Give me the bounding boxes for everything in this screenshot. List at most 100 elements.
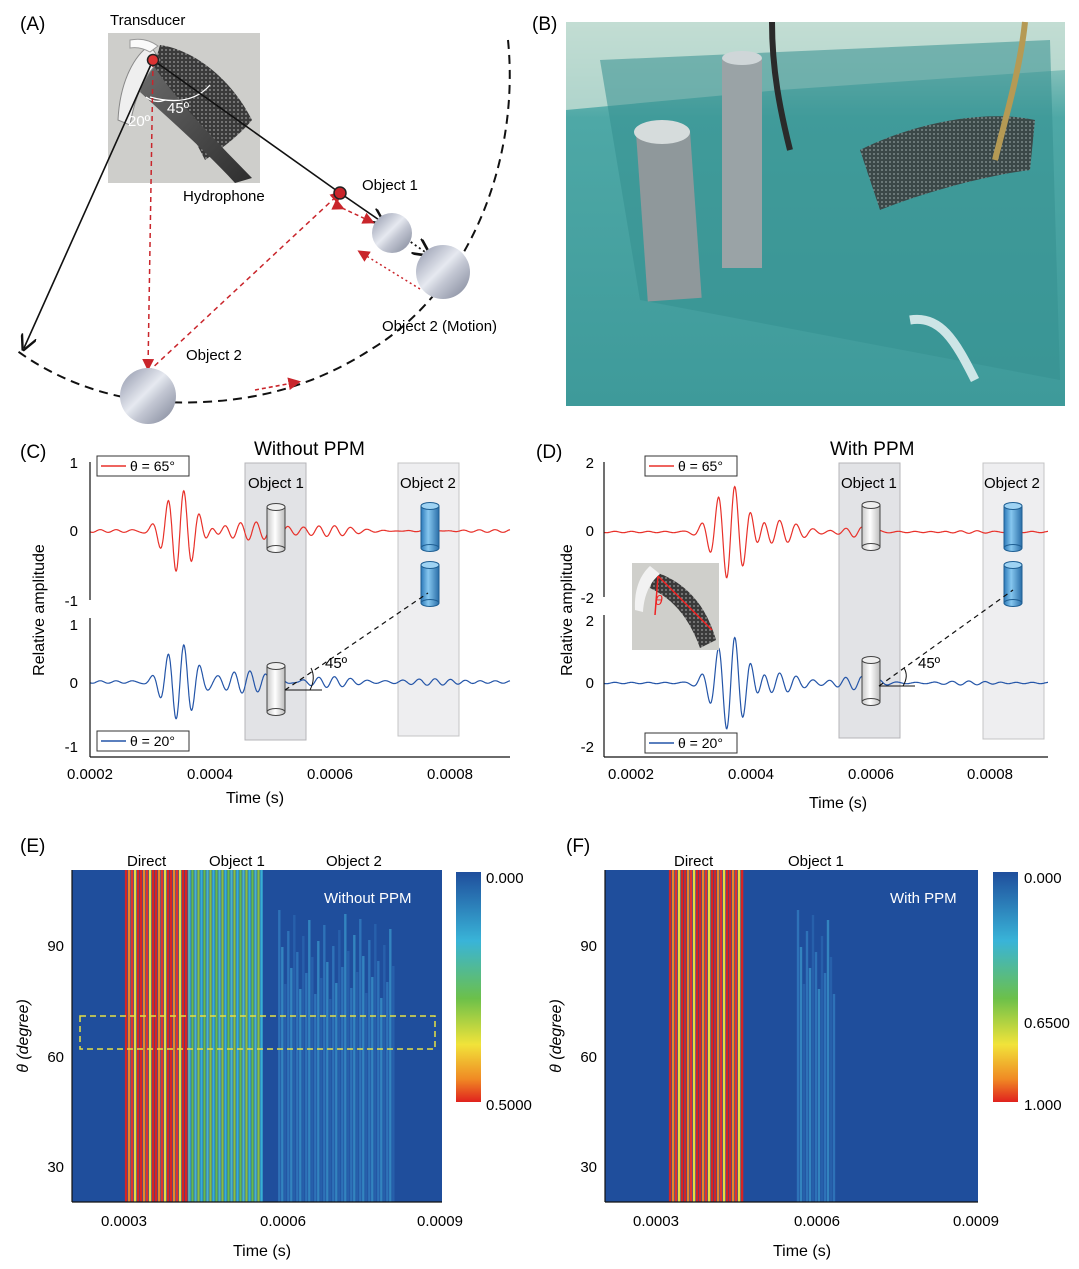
heatmap-e-band-0-stripe: [154, 870, 158, 1202]
heatmap-e-band-1-stripe: [197, 870, 200, 1202]
panel-label-e: (E): [20, 836, 45, 857]
angle-20-label: 20º: [128, 113, 151, 130]
heatmap-f-band-0-stripe: [722, 870, 726, 1202]
heatmap-f-band-1-stripe: [829, 957, 833, 1202]
xtick-d-4: 0.0008: [967, 766, 1013, 783]
heatmap-e-band-0-stripe: [124, 870, 128, 1202]
angle-label-c: 45º: [325, 655, 348, 672]
heatmap-f-band-0-stripe: [704, 870, 708, 1202]
panel-b: (B): [532, 14, 1065, 406]
heatmap-e-band-1-stripe: [242, 870, 245, 1202]
heatmap-e-band-2-stripe: [389, 929, 392, 1202]
heatmap-e-band-1-stripe: [257, 870, 260, 1202]
panel-label-a: (A): [20, 14, 45, 35]
top-label-object2-e: Object 2: [326, 853, 382, 870]
heatmap-e-band-2-stripe: [326, 962, 329, 1202]
heatmap-f-band-0-stripe: [695, 870, 699, 1202]
heatmap-e-band-0-stripe: [139, 870, 143, 1202]
ytick-e-30: 30: [47, 1159, 64, 1176]
heatmap-e-band-2-stripe: [344, 914, 347, 1202]
heatmap-f-band-1-stripe: [805, 931, 809, 1202]
waveforms-c: [89, 489, 511, 720]
heatmap-f-band-1-stripe: [802, 984, 806, 1202]
heatmap-f-band-0-stripe: [698, 870, 702, 1202]
heatmap-e-band-0-stripe: [181, 870, 185, 1202]
heatmap-f-band-0-stripe: [734, 870, 738, 1202]
panel-f: (F) Direct Object 1 With PPM 90 60 30 0.…: [548, 836, 1070, 1260]
top-label-direct-e: Direct: [127, 853, 167, 870]
xtick-c-4: 0.0008: [427, 766, 473, 783]
legend-bottom-label-d: θ = 20°: [678, 735, 723, 751]
heatmap-e-band-2-stripe: [341, 967, 344, 1202]
xtick-d-3: 0.0006: [848, 766, 894, 783]
colorbar-e: [456, 872, 481, 1102]
heatmap-e-band-2-stripe: [374, 924, 377, 1202]
xtick-c-3: 0.0006: [307, 766, 353, 783]
heatmap-f-band-0-stripe: [680, 870, 684, 1202]
ytick-e-90: 90: [47, 938, 64, 955]
heatmap-e-band-0-stripe: [166, 870, 170, 1202]
panel-label-f: (F): [566, 836, 590, 857]
heatmap-f-band-1-stripe: [811, 915, 815, 1202]
heatmap-f-band-0-stripe: [701, 870, 705, 1202]
heatmap-f-band-0-stripe: [683, 870, 687, 1202]
heatmap-e-band-2-stripe: [386, 982, 389, 1202]
plot-title-c: Without PPM: [254, 439, 365, 460]
heatmap-f-band-0-stripe: [716, 870, 720, 1202]
heatmap-e-band-2-stripe: [290, 968, 293, 1202]
heatmap-f-band-1-stripe: [814, 952, 818, 1202]
heatmap-f-band-0-stripe: [674, 870, 678, 1202]
heatmap-e-band-2-stripe: [314, 994, 317, 1202]
heatmap-e-band-1-stripe: [224, 870, 227, 1202]
heatmap-e-band-0-stripe: [130, 870, 134, 1202]
ytick-c-bot-1: 1: [70, 617, 78, 634]
heatmap-f-band-0-stripe: [677, 870, 681, 1202]
heatmap-e-band-2-stripe: [377, 961, 380, 1202]
cylinder-gray-bottom-d: [861, 656, 881, 706]
object-2-region-label-c: Object 2: [400, 475, 456, 492]
object-1-region-label-d: Object 1: [841, 475, 897, 492]
heatmap-e-band-0-stripe: [172, 870, 176, 1202]
xtick-c-2: 0.0004: [187, 766, 233, 783]
heatmap-f: [605, 870, 978, 1202]
heatmap-e-band-1-stripe: [230, 870, 233, 1202]
heatmap-e-band-1-stripe: [209, 870, 212, 1202]
panel-label-b: (B): [532, 14, 557, 35]
cylinder-blue-mid-d: [1003, 561, 1023, 607]
heatmap-f-band-0-stripe: [719, 870, 723, 1202]
xtick-e-3: 0.0009: [417, 1213, 463, 1230]
heatmap-e-band-2-stripe: [329, 999, 332, 1202]
heatmap-e-band-2-stripe: [305, 973, 308, 1202]
xtick-f-1: 0.0003: [633, 1213, 679, 1230]
inset-theta-label: θ: [655, 592, 663, 608]
legend-top-d: [644, 455, 738, 477]
object-2-region-label-d: Object 2: [984, 475, 1040, 492]
object-1-sphere: [372, 213, 412, 253]
ytick-d-top-0: 0: [586, 523, 594, 540]
ytick-f-30: 30: [580, 1159, 597, 1176]
xlabel-f: Time (s): [773, 1243, 831, 1260]
ylabel-e: θ (degree): [15, 999, 32, 1073]
xtick-d-2: 0.0004: [728, 766, 774, 783]
highlight-box-e: [79, 1015, 436, 1050]
xtick-f-2: 0.0006: [794, 1213, 840, 1230]
heatmap-e-band-2-stripe: [335, 983, 338, 1202]
heatmap-e-band-0-stripe: [157, 870, 161, 1202]
ytick-c-top-1: 1: [70, 455, 78, 472]
heatmap-e-band-1-stripe: [251, 870, 254, 1202]
panel-label-d: (D): [536, 442, 562, 463]
xtick-c-1: 0.0002: [67, 766, 113, 783]
tank-photo: [566, 21, 1065, 406]
object-2-label: Object 2: [186, 347, 242, 364]
top-label-object1-e: Object 1: [209, 853, 265, 870]
ytick-c-top-0: 0: [70, 523, 78, 540]
panel-c: (C) Without PPM Object 1 Object 2 45º 1 …: [20, 439, 511, 807]
heatmap-e-band-1-stripe: [248, 870, 251, 1202]
heatmap-e-band-0-stripe: [136, 870, 140, 1202]
object-1-region-label-c: Object 1: [248, 475, 304, 492]
heatmap-e-band-1-stripe: [206, 870, 209, 1202]
ylabel-d: Relative amplitude: [559, 544, 576, 676]
heatmap-e-band-1-stripe: [191, 870, 194, 1202]
xlabel-c: Time (s): [226, 790, 284, 807]
